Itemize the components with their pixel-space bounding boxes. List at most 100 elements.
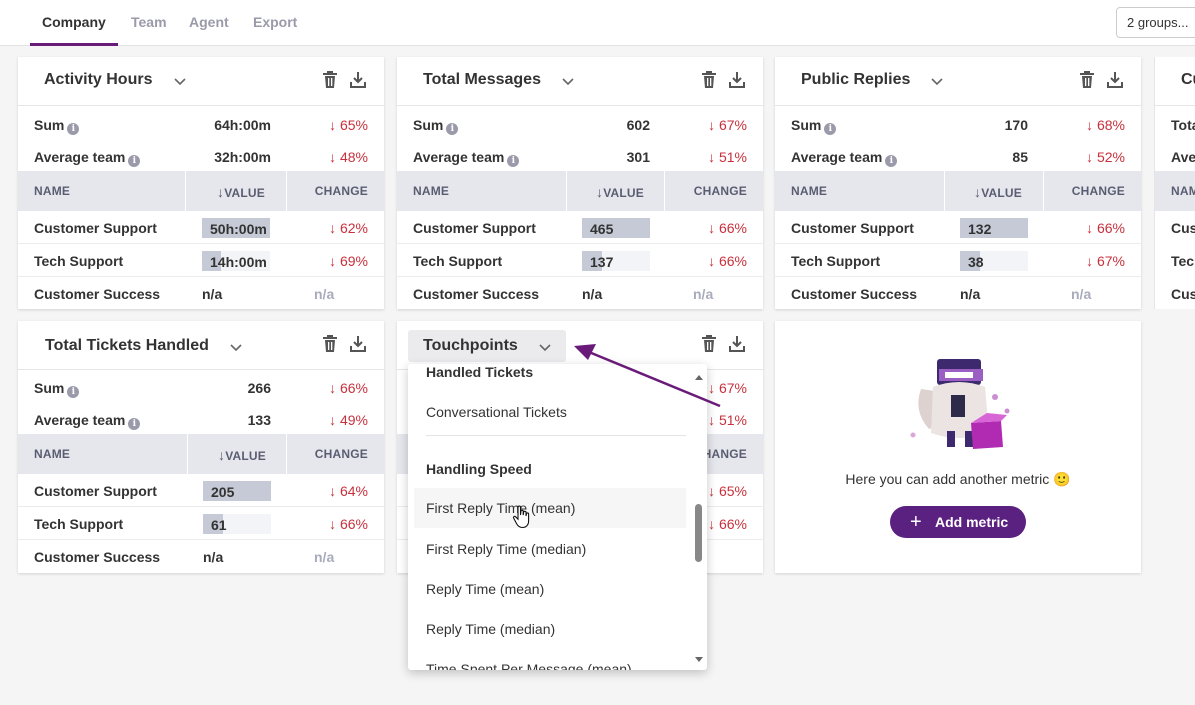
sum-row: Sum i 602 ↓ 67%: [397, 108, 763, 140]
sum-label: Sum i: [413, 117, 459, 135]
column-value[interactable]: ↓VALUE: [217, 184, 265, 200]
chevron-down-icon[interactable]: [537, 339, 553, 355]
average-label: Average team i: [413, 149, 520, 167]
download-icon[interactable]: [349, 334, 367, 354]
tab-team[interactable]: Team: [131, 14, 167, 30]
row-name: Customer Success: [791, 286, 918, 302]
download-icon[interactable]: [728, 70, 746, 90]
row-name: Customer Support: [791, 220, 914, 236]
add-metric-card: Here you can add another metric 🙂 + Add m…: [775, 321, 1141, 573]
column-name[interactable]: NAM: [1171, 184, 1195, 198]
dropdown-item[interactable]: Reply Time (median): [426, 621, 556, 637]
sum-label: Sum i: [34, 380, 80, 398]
card-title[interactable]: Cu: [1181, 71, 1195, 88]
column-name[interactable]: NAME: [413, 184, 450, 198]
dropdown-item[interactable]: Reply Time (mean): [426, 581, 545, 597]
tab-company[interactable]: Company: [30, 0, 118, 46]
average-value: 301: [626, 149, 650, 165]
row-name: Customer Support: [34, 483, 157, 499]
column-name[interactable]: NAME: [34, 447, 71, 461]
info-icon[interactable]: i: [885, 155, 898, 167]
sum-row: Sum i 64h:00m ↓ 65%: [18, 108, 384, 140]
dropdown-item[interactable]: Handled Tickets: [426, 364, 534, 380]
metric-card-total-tickets-handled: Total Tickets Handled Sum i 266 ↓ 66% Ave…: [18, 321, 384, 573]
card-header: Activity Hours: [18, 57, 384, 106]
metric-dropdown: Handled Tickets Conversational Tickets H…: [408, 364, 707, 670]
download-icon[interactable]: [1106, 70, 1124, 90]
card-title[interactable]: Activity Hours: [44, 71, 153, 88]
chevron-down-icon[interactable]: [560, 73, 576, 89]
card-title[interactable]: Total Tickets Handled: [45, 337, 209, 354]
sum-change: ↓ 67%: [708, 117, 747, 133]
mascot-illustration-icon: [910, 359, 1010, 449]
chevron-down-icon[interactable]: [172, 73, 188, 89]
table-row: Customer Success n/a n/a: [18, 540, 384, 573]
chevron-down-icon[interactable]: [228, 339, 244, 355]
info-icon[interactable]: i: [507, 155, 520, 167]
column-change[interactable]: CHANGE: [314, 184, 368, 198]
column-change[interactable]: CHANGE: [1071, 184, 1125, 198]
dropdown-item[interactable]: Conversational Tickets: [426, 404, 567, 420]
dropdown-item[interactable]: Time Spent Per Message (mean): [426, 661, 632, 670]
card-header: Public Replies: [775, 57, 1141, 106]
table-row: Customer Success n/a n/a: [775, 277, 1141, 309]
info-icon[interactable]: i: [446, 123, 459, 135]
column-name[interactable]: NAME: [791, 184, 828, 198]
info-icon[interactable]: i: [128, 155, 141, 167]
row-name: Tech Support: [413, 253, 503, 269]
column-value[interactable]: ↓VALUE: [218, 447, 266, 463]
sum-change: ↓ 66%: [329, 380, 368, 396]
tab-export[interactable]: Export: [253, 14, 298, 30]
column-value[interactable]: ↓VALUE: [596, 184, 644, 200]
row-name: Customer Success: [34, 549, 161, 565]
groups-select[interactable]: 2 groups...: [1116, 7, 1195, 38]
dropdown-item[interactable]: First Reply Time (mean): [414, 488, 686, 528]
column-value[interactable]: ↓VALUE: [974, 184, 1022, 200]
info-icon[interactable]: i: [67, 123, 80, 135]
chevron-down-icon[interactable]: [929, 73, 945, 89]
row-name: Tech: [1171, 253, 1195, 269]
scroll-up-icon[interactable]: [694, 373, 704, 381]
arrow-down-icon: ↓: [1086, 117, 1097, 133]
row-change: ↓ 64%: [329, 483, 368, 499]
table-header: NAME ↓VALUE CHANGE: [18, 434, 384, 474]
dropdown-item[interactable]: First Reply Time (median): [426, 541, 587, 557]
average-row: Average team i 133 ↓ 49%: [18, 403, 384, 435]
value-bar: 137: [582, 251, 650, 271]
info-icon[interactable]: i: [824, 123, 837, 135]
value-bar: 132: [960, 218, 1028, 238]
info-icon[interactable]: i: [67, 386, 80, 398]
column-change[interactable]: CHANGE: [693, 184, 747, 198]
info-icon[interactable]: i: [128, 418, 141, 430]
trash-icon[interactable]: [321, 70, 339, 90]
download-icon[interactable]: [728, 334, 746, 354]
card-title[interactable]: Total Messages: [423, 71, 541, 88]
scroll-down-icon[interactable]: [694, 656, 704, 664]
tab-agent[interactable]: Agent: [189, 14, 229, 30]
card-title[interactable]: Touchpoints: [423, 337, 518, 354]
table-header: NAME ↓VALUE CHANGE: [18, 171, 384, 211]
table-header: NAME ↓VALUE CHANGE: [775, 171, 1141, 211]
card-title[interactable]: Public Replies: [801, 71, 911, 88]
dropdown-divider: [426, 435, 686, 436]
table-row: Customer Success n/a n/a: [397, 277, 763, 309]
add-metric-button[interactable]: + Add metric: [890, 506, 1026, 538]
column-name[interactable]: NAME: [34, 184, 71, 198]
trash-icon[interactable]: [1078, 70, 1096, 90]
trash-icon[interactable]: [700, 70, 718, 90]
arrow-down-icon: ↓: [708, 149, 719, 165]
trash-icon[interactable]: [321, 334, 339, 354]
average-label: Average team i: [791, 149, 898, 167]
metric-select-touchpoints[interactable]: Touchpoints: [408, 330, 566, 362]
row-name: Tech Support: [34, 253, 124, 269]
scrollbar-thumb[interactable]: [695, 504, 702, 562]
column-change[interactable]: HANGE: [702, 447, 747, 461]
card-header: Total Tickets Handled: [18, 321, 384, 370]
arrow-down-icon: ↓: [1086, 149, 1097, 165]
row-change: ↓ 65%: [708, 483, 747, 499]
table-row: Customer Support 465 ↓ 66%: [397, 211, 763, 244]
download-icon[interactable]: [349, 70, 367, 90]
column-change[interactable]: CHANGE: [314, 447, 368, 461]
average-label: Average team i: [34, 149, 141, 167]
trash-icon[interactable]: [700, 334, 718, 354]
